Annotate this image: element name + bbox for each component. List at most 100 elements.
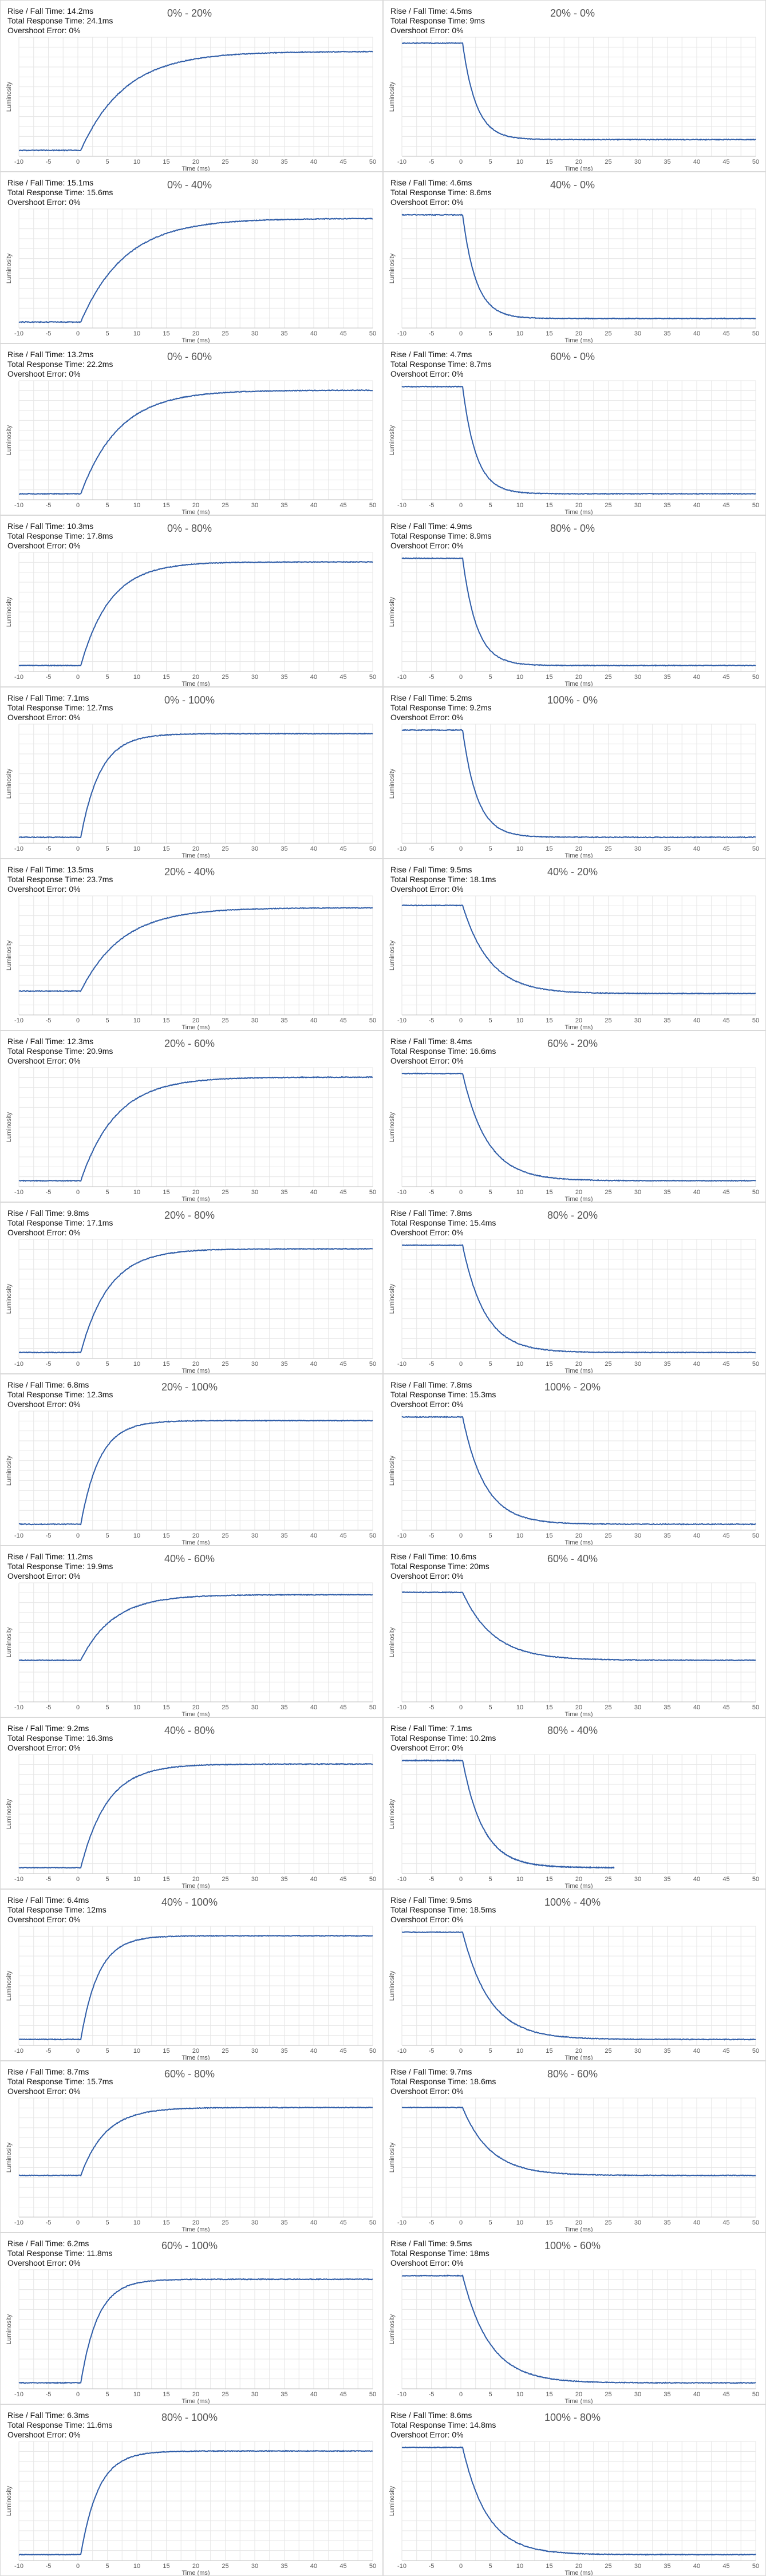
overshoot-error: Overshoot Error: 0%: [390, 2430, 464, 2439]
x-tick-label: 50: [752, 674, 759, 681]
series-line: [18, 218, 373, 323]
x-tick-label: 5: [105, 1017, 109, 1024]
x-tick-label: 40: [693, 2391, 700, 2398]
rise-fall-time: Rise / Fall Time: 13.5ms: [7, 865, 94, 874]
x-axis-label: Time (ms): [564, 1024, 593, 1030]
x-tick-label: 20: [192, 2391, 199, 2398]
x-tick-label: 25: [222, 2391, 228, 2398]
x-tick-label: 25: [605, 1704, 611, 1711]
x-tick-label: 10: [516, 846, 523, 852]
x-tick-label: -10: [397, 1704, 406, 1711]
chart-panel: Rise / Fall Time: 4.5ms Total Response Ti…: [383, 0, 766, 172]
x-tick-label: -5: [429, 674, 435, 681]
x-tick-label: 50: [752, 502, 759, 509]
x-tick-label: 45: [722, 1361, 729, 1368]
x-axis-label: Time (ms): [181, 2055, 210, 2061]
measurement-info: Rise / Fall Time: 9.5ms Total Response Ti…: [390, 865, 496, 894]
x-tick-label: 25: [605, 1532, 611, 1539]
line-chart: -10 -5 0 5 10 15 20 25 30 35 40 45 50 Time (ms) Lumino…: [6, 1411, 376, 1545]
x-tick-label: 50: [752, 2391, 759, 2398]
x-tick-label: 40: [693, 1876, 700, 1883]
chart-panel: Rise / Fall Time: 10.6ms Total Response T…: [383, 1546, 766, 1717]
total-response-time: Total Response Time: 18.6ms: [390, 2077, 496, 2086]
rise-fall-time: Rise / Fall Time: 6.4ms: [7, 1895, 89, 1905]
x-tick-label: 5: [488, 330, 492, 337]
x-tick-label: 45: [722, 674, 729, 681]
x-tick-label: 10: [516, 159, 523, 165]
x-tick-label: 15: [546, 2219, 552, 2226]
x-tick-label: 45: [339, 159, 346, 165]
rise-fall-time: Rise / Fall Time: 11.2ms: [7, 1552, 93, 1561]
chart-panel: Rise / Fall Time: 10.3ms Total Response T…: [0, 515, 383, 687]
line-chart: -10 -5 0 5 10 15 20 25 30 35 40 45 50 Time (ms) Lumino…: [389, 380, 759, 515]
x-tick-label: 40: [310, 2563, 317, 2570]
x-tick-label: 0: [76, 1189, 80, 1196]
x-tick-label: 25: [605, 1361, 611, 1368]
x-tick-label: 35: [281, 846, 287, 852]
series-line: [18, 732, 373, 839]
x-tick-label: 50: [369, 2048, 376, 2055]
line-chart: -10 -5 0 5 10 15 20 25 30 35 40 45 50 Time (ms) Lumino…: [6, 1239, 376, 1373]
line-chart: -10 -5 0 5 10 15 20 25 30 35 40 45 50 Time (ms) Lumino…: [389, 895, 759, 1030]
x-tick-label: 20: [192, 1704, 199, 1711]
total-response-time: Total Response Time: 9.2ms: [390, 703, 492, 712]
line-chart: -10 -5 0 5 10 15 20 25 30 35 40 45 50 Time (ms) Lumino…: [6, 2441, 376, 2575]
chart-title: 0% - 60%: [167, 351, 212, 362]
overshoot-error: Overshoot Error: 0%: [7, 26, 81, 35]
chart-title: 40% - 80%: [164, 1725, 215, 1736]
rise-fall-time: Rise / Fall Time: 4.6ms: [390, 178, 472, 187]
rise-fall-time: Rise / Fall Time: 9.5ms: [390, 865, 472, 874]
x-tick-label: -5: [46, 2563, 52, 2570]
y-axis-label: Luminosity: [6, 1112, 13, 1142]
chart-panel: Rise / Fall Time: 4.9ms Total Response Ti…: [383, 515, 766, 687]
x-tick-label: 35: [664, 502, 670, 509]
rise-fall-time: Rise / Fall Time: 6.3ms: [7, 2411, 89, 2420]
x-tick-label: 15: [546, 2563, 552, 2570]
x-tick-label: -5: [46, 2048, 52, 2055]
total-response-time: Total Response Time: 23.7ms: [7, 875, 113, 884]
y-axis-label: Luminosity: [389, 768, 396, 799]
x-tick-label: 10: [516, 1361, 523, 1368]
x-tick-label: 5: [105, 159, 109, 165]
x-tick-label: 30: [634, 674, 641, 681]
x-tick-label: 10: [133, 846, 140, 852]
x-tick-label: 45: [722, 1704, 729, 1711]
x-tick-label: 25: [605, 502, 611, 509]
chart-title: 80% - 60%: [547, 2068, 598, 2080]
x-tick-label: 5: [488, 159, 492, 165]
x-tick-label: -10: [397, 1017, 406, 1024]
y-axis-label: Luminosity: [6, 425, 13, 455]
x-tick-label: 45: [339, 2391, 346, 2398]
x-axis-label: Time (ms): [181, 1711, 210, 1717]
series-line: [401, 214, 756, 320]
x-tick-label: -10: [14, 674, 23, 681]
chart-title: 40% - 60%: [164, 1553, 215, 1564]
x-tick-label: 40: [310, 2219, 317, 2226]
x-tick-label: 10: [516, 1704, 523, 1711]
x-tick-label: 50: [752, 846, 759, 852]
overshoot-error: Overshoot Error: 0%: [390, 26, 464, 35]
chart-panel: Rise / Fall Time: 8.6ms Total Response Ti…: [383, 2404, 766, 2576]
x-axis-label: Time (ms): [181, 2226, 210, 2233]
total-response-time: Total Response Time: 11.6ms: [7, 2420, 113, 2429]
x-tick-label: 20: [575, 2219, 582, 2226]
x-tick-label: 15: [163, 1017, 169, 1024]
x-tick-label: 0: [76, 1704, 80, 1711]
chart-title: 100% - 40%: [544, 1897, 601, 1908]
x-tick-label: 5: [105, 1704, 109, 1711]
x-axis-label: Time (ms): [564, 2398, 593, 2404]
x-tick-label: 15: [163, 674, 169, 681]
x-tick-label: 25: [605, 2219, 611, 2226]
y-axis-label: Luminosity: [6, 1627, 13, 1657]
x-tick-label: -5: [429, 2219, 435, 2226]
x-tick-label: 5: [105, 2563, 109, 2570]
x-tick-label: 35: [281, 502, 287, 509]
measurement-info: Rise / Fall Time: 4.7ms Total Response Ti…: [390, 350, 492, 379]
x-tick-label: 5: [105, 1189, 109, 1196]
y-axis-label: Luminosity: [6, 940, 13, 970]
x-tick-label: -5: [429, 1704, 435, 1711]
line-chart: -10 -5 0 5 10 15 20 25 30 35 40 45 50 Time (ms) Lumino…: [389, 208, 759, 343]
x-tick-label: 30: [634, 2563, 641, 2570]
x-tick-label: -5: [46, 2219, 52, 2226]
chart-panel: Rise / Fall Time: 9.7ms Total Response Ti…: [383, 2061, 766, 2233]
